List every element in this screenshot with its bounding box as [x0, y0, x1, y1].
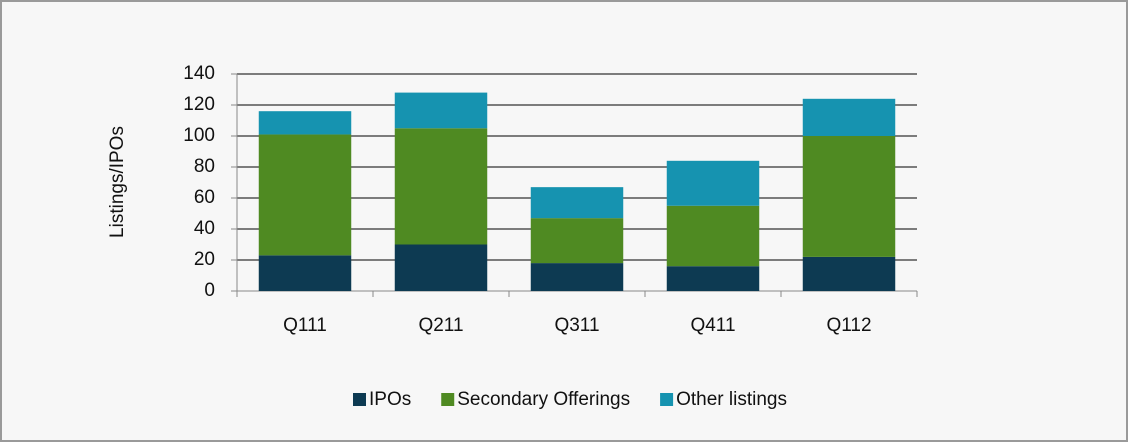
y-tick-label: 80 [194, 156, 215, 177]
bar-segment [258, 255, 352, 291]
x-tick-label: Q311 [554, 315, 599, 336]
legend-label: Secondary Offerings [457, 389, 630, 410]
bar-segment [530, 218, 624, 264]
y-tick-label: 20 [194, 249, 215, 270]
bar-segment [666, 266, 760, 291]
y-tick-label: 0 [204, 280, 215, 301]
legend-swatch [441, 393, 455, 406]
bar-segment [666, 205, 760, 267]
legend-label: IPOs [369, 389, 411, 410]
y-axis-label: Listings/IPOs [107, 126, 128, 238]
bar-segment [666, 160, 760, 206]
bar-segment [258, 134, 352, 256]
bar-segment [802, 136, 896, 257]
y-tick-label: 60 [194, 187, 215, 208]
bar-segment [394, 128, 488, 245]
y-tick-label: 40 [194, 218, 215, 239]
y-tick-label: 120 [183, 94, 215, 115]
legend-swatch [660, 393, 674, 406]
bar-segment [394, 92, 488, 129]
x-tick-label: Q112 [826, 315, 871, 336]
bar-segment [802, 256, 896, 291]
bar-segment [258, 111, 352, 135]
bar-segment [530, 187, 624, 219]
x-tick-label: Q411 [690, 315, 735, 336]
bar-segment [802, 98, 896, 136]
x-tick-label: Q211 [418, 315, 463, 336]
x-tick-label: Q111 [283, 315, 327, 336]
bar-segment [394, 244, 488, 291]
bar-segment [530, 263, 624, 291]
legend-label: Other listings [676, 389, 787, 410]
legend-swatch [353, 393, 366, 406]
y-tick-label: 140 [183, 63, 215, 84]
y-tick-label: 100 [183, 125, 215, 146]
